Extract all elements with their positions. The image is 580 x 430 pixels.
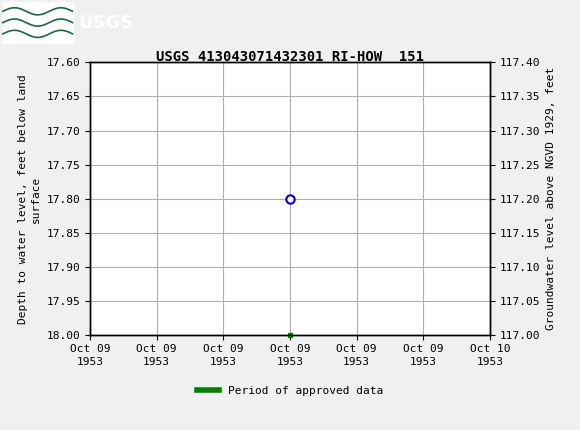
FancyBboxPatch shape — [3, 2, 72, 43]
Y-axis label: Groundwater level above NGVD 1929, feet: Groundwater level above NGVD 1929, feet — [546, 67, 556, 331]
Text: USGS 413043071432301 RI-HOW  151: USGS 413043071432301 RI-HOW 151 — [156, 50, 424, 64]
Y-axis label: Depth to water level, feet below land
surface: Depth to water level, feet below land su… — [17, 74, 41, 324]
Legend: Period of approved data: Period of approved data — [193, 382, 387, 401]
Text: USGS: USGS — [78, 14, 133, 31]
